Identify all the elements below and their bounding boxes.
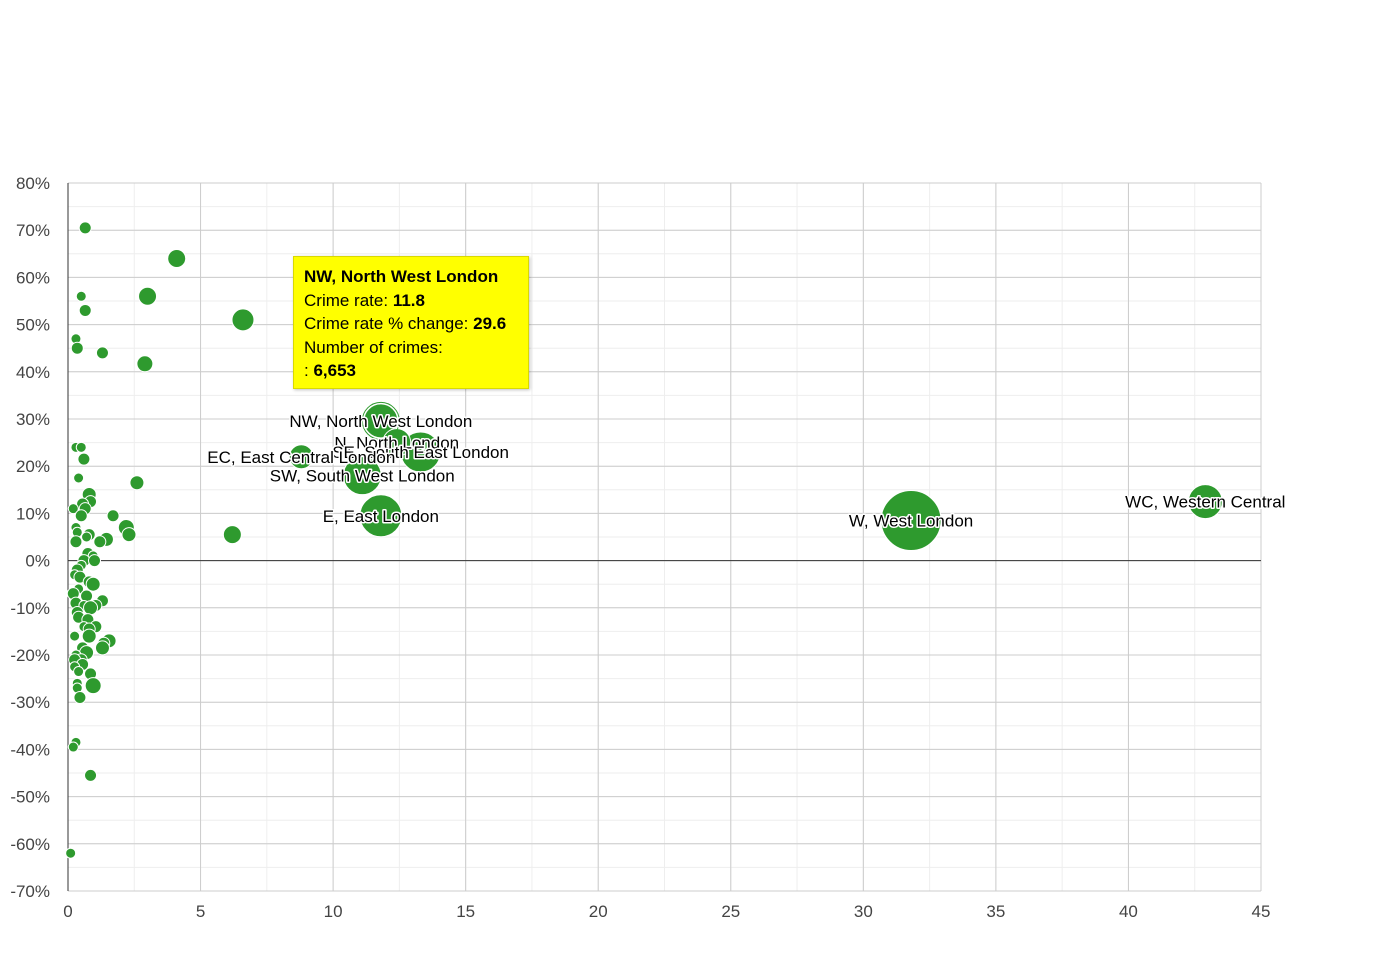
bubble	[84, 677, 102, 695]
labeled-bubble	[1187, 484, 1223, 520]
x-tick-label: 35	[986, 902, 1005, 921]
tooltip-change-value: 29.6	[473, 314, 507, 333]
bubble	[73, 666, 85, 678]
bubble	[95, 346, 109, 360]
bubble	[78, 221, 92, 235]
x-tick-label: 45	[1252, 902, 1271, 921]
tooltip-change-label: Crime rate % change:	[304, 314, 469, 333]
y-tick-label: 40%	[16, 363, 50, 382]
bubble	[81, 531, 93, 543]
axes	[67, 183, 1261, 891]
bubble-labels: NW, North West London N, North LondonSE, …	[206, 410, 1287, 532]
labeled-bubble	[288, 444, 314, 470]
bubble	[167, 249, 187, 269]
tooltip-count-value: 6,653	[313, 361, 357, 380]
x-axis-ticks: 0 5 10 15 20 25 30 35 40 45	[63, 902, 1270, 921]
bubble	[73, 690, 87, 704]
bubble	[65, 847, 77, 859]
bubble	[231, 308, 255, 332]
y-tick-label: -70%	[10, 882, 50, 901]
x-tick-label: 25	[721, 902, 740, 921]
bubble-label: SE, South East London	[332, 443, 509, 462]
y-tick-label: 20%	[16, 457, 50, 476]
bubble	[83, 600, 99, 616]
x-tick-label: 0	[63, 902, 72, 921]
grid-lines	[67, 182, 1262, 892]
bubble	[129, 475, 145, 491]
labeled-bubble	[880, 489, 942, 551]
bubble	[121, 527, 137, 543]
x-tick-label: 30	[854, 902, 873, 921]
bubble	[74, 509, 88, 523]
x-tick-label: 10	[324, 902, 343, 921]
bubble	[69, 630, 81, 642]
x-tick-label: 15	[456, 902, 475, 921]
bubble	[94, 640, 110, 656]
bubble	[81, 628, 97, 644]
bubble	[106, 509, 120, 523]
labeled-bubble	[342, 456, 382, 496]
bubble	[85, 576, 101, 592]
y-tick-label: -10%	[10, 599, 50, 618]
tooltip-title: NW, North West London	[304, 267, 499, 286]
bubble	[138, 286, 158, 306]
bubble	[93, 535, 107, 549]
x-tick-label: 5	[196, 902, 205, 921]
y-axis-ticks: 80% 70% 60% 50% 40% 30% 20% 10% 0% -10% -20% -30% -4…	[10, 174, 50, 901]
y-tick-label: -50%	[10, 788, 50, 807]
bubble	[78, 303, 92, 317]
labeled-bubble	[382, 428, 412, 458]
tooltip-rate-label: Crime rate:	[304, 290, 389, 310]
bubble-label: N, North London	[334, 434, 459, 453]
highlight-ring	[361, 401, 400, 440]
bubble	[136, 355, 154, 373]
bubble	[84, 768, 98, 782]
bubbles	[65, 221, 1223, 859]
bubble-label: NW, North West London	[289, 412, 472, 431]
x-tick-label: 40	[1119, 902, 1138, 921]
bubble-label: SW, South West London	[270, 467, 455, 486]
y-tick-label: -60%	[10, 835, 50, 854]
y-tick-label: -30%	[10, 693, 50, 712]
y-tick-label: 70%	[16, 221, 50, 240]
bubble	[67, 741, 79, 753]
y-tick-label: 60%	[16, 268, 50, 287]
bubble-label: W, West London	[849, 511, 973, 530]
tooltip-rate-value: 11.8	[392, 290, 425, 310]
bubble	[77, 452, 91, 466]
bubble	[222, 525, 242, 545]
labeled-bubble	[359, 494, 403, 538]
y-tick-label: -40%	[10, 740, 50, 759]
tooltip-count-prefix: :	[304, 361, 309, 380]
tooltip-count-label: Number of crimes:	[304, 337, 443, 357]
bubble	[69, 535, 83, 549]
y-tick-label: -20%	[10, 646, 50, 665]
bubble	[70, 341, 84, 355]
bubble	[88, 554, 102, 568]
bubble-label: E, East London	[323, 507, 439, 526]
bubble	[67, 503, 79, 515]
bubble	[73, 472, 85, 484]
bubble	[75, 290, 87, 302]
y-tick-label: 10%	[16, 504, 50, 523]
labeled-bubble	[363, 403, 399, 439]
y-tick-label: 80%	[16, 174, 50, 193]
bubble-label: EC, East Central London	[207, 448, 395, 467]
y-tick-label: 0%	[25, 552, 50, 571]
tooltip: NW, North West London Crime rate: 11.8 C…	[293, 256, 529, 389]
x-tick-label: 20	[589, 902, 608, 921]
bubble-label: WC, Western Central	[1125, 493, 1285, 512]
y-tick-label: 50%	[16, 316, 50, 335]
bubble	[75, 441, 87, 453]
y-tick-label: 30%	[16, 410, 50, 429]
